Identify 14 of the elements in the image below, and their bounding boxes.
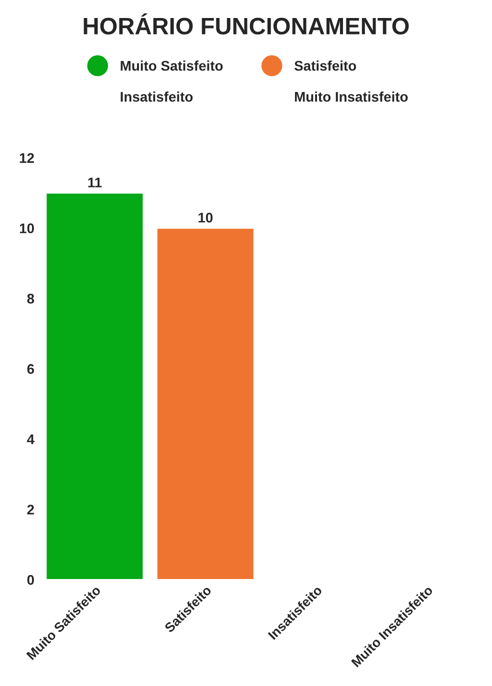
y-tick-label: 8 [27, 294, 34, 304]
legend-label: Muito Satisfeito [120, 60, 223, 71]
y-tick-label: 12 [20, 153, 34, 163]
text: Muito Insatisfeito [295, 92, 408, 102]
y-tick-label: 0 [27, 575, 34, 585]
y-tick-label: 6 [27, 364, 34, 374]
text: Insatisfeito [120, 92, 193, 102]
y-tick-label: 2 [27, 504, 34, 514]
y-tick-label: 10 [20, 223, 34, 234]
legend-label: Satisfeito [294, 60, 356, 71]
chart-title: HORÁRIO FUNCIONAMENTO [84, 13, 409, 34]
y-tick-label: 4 [26, 434, 34, 444]
data-label: 10 [198, 212, 213, 223]
data-label: 11 [88, 178, 102, 188]
